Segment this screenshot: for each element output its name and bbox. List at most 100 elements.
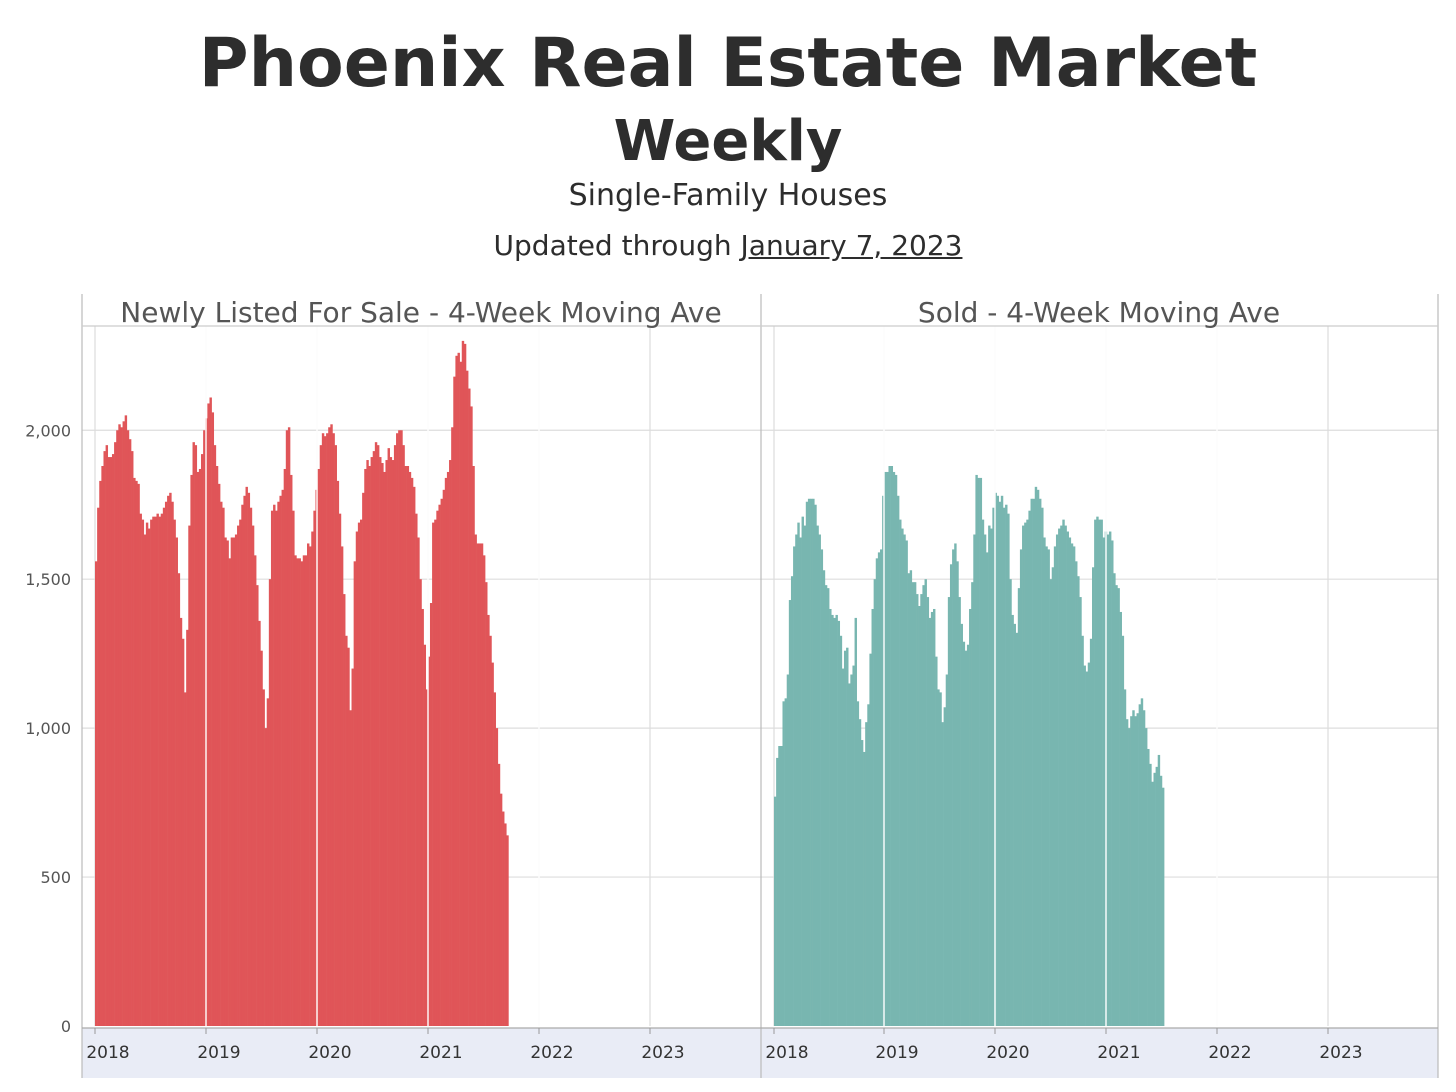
bar-sold-99 bbox=[983, 534, 987, 1026]
bar-listed-158 bbox=[429, 603, 433, 1026]
x-axis-ticks-right: 2018 2019 2020 2021 2022 2023 bbox=[765, 1028, 1363, 1063]
bar-listed-147 bbox=[406, 466, 410, 1026]
bar-listed-144 bbox=[400, 430, 403, 1026]
bar-listed-5 bbox=[105, 445, 109, 1026]
x-tick-label-sold-1: 2019 bbox=[875, 1043, 918, 1063]
bar-sold-86 bbox=[956, 561, 959, 1026]
bar-listed-156 bbox=[425, 689, 429, 1026]
bar-listed-130 bbox=[370, 457, 374, 1026]
bar-sold-53 bbox=[886, 471, 889, 1027]
bar-listed-8 bbox=[111, 454, 115, 1027]
bar-listed-7 bbox=[109, 457, 113, 1026]
bar-listed-170 bbox=[455, 355, 458, 1026]
bar-sold-155 bbox=[1102, 537, 1106, 1026]
bar-listed-76 bbox=[256, 585, 259, 1026]
bar-sold-114 bbox=[1015, 632, 1019, 1026]
bar-listed-50 bbox=[201, 454, 204, 1027]
bar-listed-36 bbox=[171, 501, 174, 1026]
bar-sold-52 bbox=[884, 471, 887, 1027]
bar-listed-96 bbox=[298, 558, 301, 1026]
bar-listed-164 bbox=[442, 489, 446, 1027]
bar-listed-136 bbox=[383, 471, 386, 1027]
updated-date-link[interactable]: January 7, 2023 bbox=[740, 229, 963, 262]
bar-sold-79 bbox=[941, 722, 944, 1026]
bar-sold-33 bbox=[843, 650, 847, 1026]
bar-listed-28 bbox=[154, 516, 157, 1026]
bar-listed-1 bbox=[97, 507, 100, 1026]
bar-listed-15 bbox=[126, 430, 130, 1026]
x-tick-label-listed-0: 2018 bbox=[86, 1043, 129, 1063]
bar-sold-137 bbox=[1064, 525, 1067, 1026]
bar-listed-97 bbox=[300, 561, 304, 1026]
bar-sold-164 bbox=[1121, 635, 1125, 1026]
panel-frames bbox=[81, 294, 1439, 1078]
bar-sold-175 bbox=[1145, 728, 1148, 1026]
bar-listed-134 bbox=[379, 457, 382, 1026]
bar-sold-58 bbox=[896, 495, 900, 1026]
bar-sold-170 bbox=[1134, 716, 1137, 1026]
bar-sold-150 bbox=[1092, 567, 1095, 1026]
bar-sold-180 bbox=[1155, 766, 1159, 1026]
bar-sold-24 bbox=[824, 585, 828, 1026]
bar-sold-157 bbox=[1106, 534, 1110, 1026]
bar-listed-172 bbox=[459, 361, 463, 1026]
bar-sold-89 bbox=[962, 641, 966, 1026]
bar-listed-166 bbox=[446, 471, 450, 1027]
bar-listed-90 bbox=[285, 430, 289, 1026]
x-tick-label-sold-3: 2021 bbox=[1097, 1043, 1140, 1063]
bar-listed-87 bbox=[279, 495, 282, 1026]
bar-sold-82 bbox=[947, 597, 951, 1026]
bar-listed-100 bbox=[307, 543, 310, 1026]
bar-listed-18 bbox=[133, 477, 136, 1026]
bar-sold-168 bbox=[1130, 716, 1133, 1026]
bar-sold-4 bbox=[782, 701, 785, 1026]
bar-listed-141 bbox=[393, 445, 397, 1026]
bar-listed-74 bbox=[251, 525, 255, 1026]
bar-listed-142 bbox=[396, 433, 399, 1027]
bar-listed-161 bbox=[436, 510, 439, 1026]
bar-listed-188 bbox=[493, 692, 496, 1026]
x-tick-label-listed-3: 2021 bbox=[419, 1043, 462, 1063]
bar-listed-107 bbox=[321, 433, 325, 1027]
bar-sold-72 bbox=[926, 597, 930, 1026]
bar-sold-98 bbox=[981, 519, 985, 1026]
bar-sold-81 bbox=[945, 674, 949, 1026]
bar-sold-117 bbox=[1022, 525, 1025, 1026]
bar-sold-133 bbox=[1055, 534, 1059, 1026]
bar-sold-142 bbox=[1075, 561, 1078, 1026]
panel-title-sold: Sold - 4-Week Moving Ave bbox=[918, 296, 1280, 329]
bar-sold-120 bbox=[1028, 510, 1031, 1026]
bar-listed-151 bbox=[415, 513, 418, 1026]
bar-sold-61 bbox=[903, 534, 906, 1026]
updated-prefix: Updated through bbox=[493, 229, 741, 262]
bar-sold-6 bbox=[786, 674, 790, 1026]
bar-listed-178 bbox=[472, 466, 475, 1026]
bar-sold-29 bbox=[835, 614, 838, 1026]
bar-listed-4 bbox=[103, 451, 106, 1026]
bar-listed-55 bbox=[211, 412, 215, 1026]
bar-sold-151 bbox=[1094, 519, 1097, 1026]
bar-listed-138 bbox=[387, 448, 390, 1026]
bar-sold-67 bbox=[916, 594, 919, 1026]
bar-sold-94 bbox=[973, 534, 976, 1026]
bar-sold-31 bbox=[839, 635, 843, 1026]
bar-listed-160 bbox=[434, 519, 437, 1026]
bar-sold-128 bbox=[1045, 546, 1048, 1026]
bar-listed-176 bbox=[468, 388, 471, 1026]
bar-listed-111 bbox=[330, 424, 333, 1026]
bar-listed-165 bbox=[444, 477, 448, 1026]
bar-sold-9 bbox=[793, 546, 796, 1026]
bar-listed-168 bbox=[451, 427, 454, 1026]
bar-listed-95 bbox=[296, 558, 299, 1026]
x-axis-band-right bbox=[761, 1028, 1438, 1078]
bar-listed-180 bbox=[476, 543, 480, 1026]
bar-sold-141 bbox=[1072, 546, 1076, 1026]
bar-sold-84 bbox=[952, 549, 955, 1026]
segment-label: Single-Family Houses bbox=[568, 178, 888, 213]
bar-listed-12 bbox=[120, 427, 123, 1026]
bar-sold-96 bbox=[977, 477, 980, 1026]
bar-sold-15 bbox=[805, 501, 809, 1026]
bar-listed-67 bbox=[237, 525, 240, 1026]
bar-sold-11 bbox=[797, 522, 800, 1026]
bar-sold-148 bbox=[1087, 662, 1091, 1026]
